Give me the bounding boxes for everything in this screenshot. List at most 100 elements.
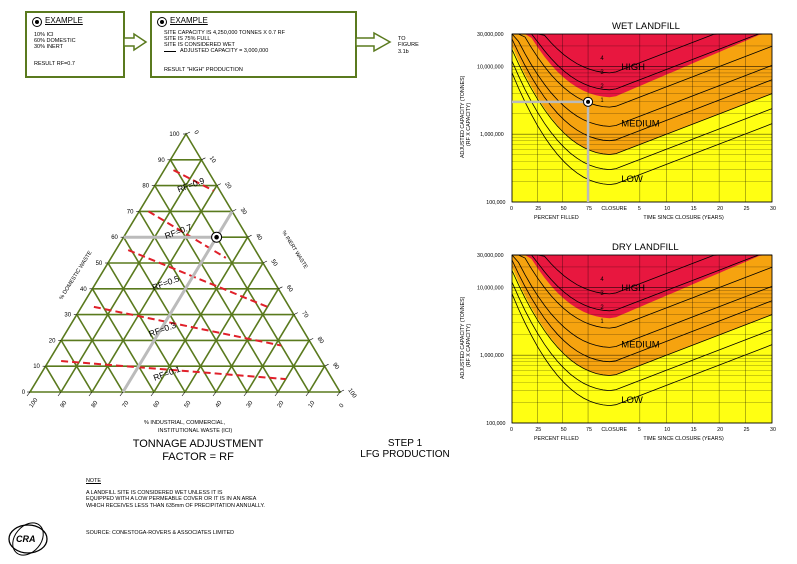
tick-label: 70 bbox=[127, 209, 134, 215]
capacity-curve bbox=[512, 254, 772, 312]
tick-mark bbox=[305, 391, 310, 397]
tick-mark bbox=[247, 234, 252, 238]
curve-label: 4 bbox=[600, 56, 604, 62]
y-tick-label: 100,000 bbox=[486, 421, 505, 427]
x-axis-title: TIME SINCE CLOSURE (YEARS) bbox=[643, 436, 724, 442]
x-tick-label: 10 bbox=[664, 427, 670, 433]
curve-label: 3 bbox=[600, 291, 604, 297]
x-tick-label: 75 bbox=[586, 427, 592, 433]
arrow-icon bbox=[123, 32, 148, 52]
tick-mark bbox=[119, 391, 124, 397]
tick-mark bbox=[88, 391, 93, 397]
x-tick-label: 30 bbox=[770, 206, 776, 212]
curve-label: 1 bbox=[600, 98, 604, 104]
x-tick-label: 5 bbox=[638, 427, 641, 433]
capacity-curve bbox=[511, 293, 773, 407]
to-figure-label: TO FIGURE 3.1b bbox=[398, 36, 419, 55]
tick-label: 60 bbox=[153, 400, 162, 409]
tick-label: 50 bbox=[184, 400, 193, 409]
tick-label: 90 bbox=[158, 158, 165, 164]
tick-label: 60 bbox=[111, 235, 118, 241]
zone-label: HIGH bbox=[621, 283, 645, 294]
closure-label: CLOSURE bbox=[601, 206, 627, 212]
y-tick-label: 10,000,000 bbox=[477, 285, 504, 291]
x-tick-label: 15 bbox=[691, 427, 697, 433]
x-tick-label: 20 bbox=[717, 206, 723, 212]
tick-label: 40 bbox=[254, 233, 263, 242]
bottom-axis-title: % INDUSTRIAL, COMMERCIAL, bbox=[144, 420, 225, 426]
grid-line bbox=[246, 314, 295, 393]
example-legend: ADJUSTED CAPACITY = 3,000,000 bbox=[180, 48, 269, 54]
tick-mark bbox=[309, 338, 314, 341]
tick-label: 100 bbox=[169, 132, 180, 138]
rf-line bbox=[93, 305, 282, 347]
grid-line bbox=[60, 339, 93, 393]
grid-line bbox=[138, 210, 248, 393]
tick-label: 40 bbox=[215, 400, 224, 409]
plot-frame bbox=[511, 33, 773, 203]
tick-label: 0 bbox=[22, 390, 26, 396]
zone-label: LOW bbox=[621, 395, 643, 406]
x-tick-label: 75 bbox=[586, 206, 592, 212]
x-tick-label: 25 bbox=[535, 427, 541, 433]
plot-frame bbox=[511, 254, 773, 424]
curve-label: 4 bbox=[600, 277, 604, 283]
tick-label: 30 bbox=[239, 207, 248, 216]
tick-mark bbox=[185, 131, 191, 135]
y-tick-label: 30,000,000 bbox=[477, 32, 504, 38]
capacity-curve bbox=[511, 49, 773, 155]
tick-label: 70 bbox=[122, 400, 131, 409]
capacity-curve bbox=[511, 259, 773, 363]
tick-label: 80 bbox=[142, 184, 149, 190]
example-line: 10% ICI bbox=[34, 32, 54, 38]
legend-dash-icon bbox=[164, 51, 176, 52]
example-title: EXAMPLE bbox=[170, 16, 208, 25]
x-tick-label: 25 bbox=[744, 206, 750, 212]
y-tick-label: 10,000,000 bbox=[477, 64, 504, 70]
example-box-composition: EXAMPLE 10% ICI 60% DOMESTIC 30% INERT R… bbox=[25, 11, 125, 78]
tick-label: 0 bbox=[192, 130, 199, 137]
tick-mark bbox=[336, 391, 341, 397]
x-tick-label: 20 bbox=[717, 427, 723, 433]
rf-line bbox=[127, 249, 268, 308]
y-tick-label: 1,000,000 bbox=[480, 132, 504, 138]
tick-label: 80 bbox=[316, 336, 325, 345]
cra-logo: CRA bbox=[8, 522, 48, 556]
tick-label: 80 bbox=[91, 400, 100, 409]
tonnage-title: TONNAGE ADJUSTMENT FACTOR = RF bbox=[132, 438, 264, 463]
logo-ring bbox=[8, 524, 48, 554]
tick-mark bbox=[243, 391, 248, 397]
grid-line bbox=[277, 339, 310, 393]
tick-mark bbox=[57, 391, 62, 397]
example-point-icon bbox=[586, 99, 591, 104]
capacity-curve bbox=[512, 254, 773, 329]
target-bullet-icon bbox=[157, 17, 167, 27]
rf-line bbox=[173, 169, 215, 192]
tick-label: 10 bbox=[308, 400, 317, 409]
tick-mark bbox=[339, 389, 345, 393]
rf-line bbox=[61, 360, 286, 381]
y-tick-label: 30,000,000 bbox=[477, 253, 504, 259]
x-tick-label: 0 bbox=[510, 206, 513, 212]
x-axis-title: TIME SINCE CLOSURE (YEARS) bbox=[643, 215, 724, 221]
tick-label: 20 bbox=[49, 338, 56, 344]
target-bullet-icon bbox=[32, 17, 42, 27]
curve-label: 1 bbox=[600, 319, 604, 325]
tick-mark bbox=[262, 260, 268, 264]
rf-line bbox=[147, 210, 227, 259]
grid-line bbox=[91, 288, 155, 393]
capacity-curve bbox=[511, 72, 773, 186]
bottom-axis-title: INSTITUTIONAL WASTE (ICI) bbox=[158, 428, 232, 434]
tick-mark bbox=[278, 286, 283, 290]
tick-mark bbox=[293, 312, 298, 315]
tick-label: 10 bbox=[33, 364, 40, 370]
y-axis-title: (RF X CAPACITY) bbox=[466, 324, 472, 367]
tick-label: 30 bbox=[64, 313, 71, 319]
tick-mark bbox=[274, 391, 279, 397]
y-axis-title: (RF X CAPACITY) bbox=[466, 103, 472, 146]
left-axis-title: % DOMESTIC WASTE bbox=[59, 250, 94, 301]
capacity-curve bbox=[512, 33, 772, 91]
example-title: EXAMPLE bbox=[45, 16, 83, 25]
